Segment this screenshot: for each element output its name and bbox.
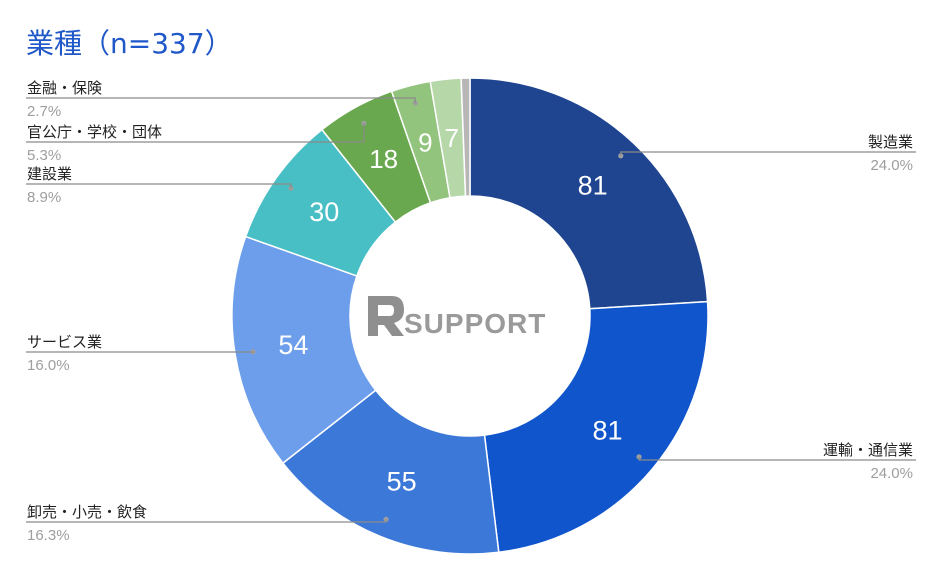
chart-title: 業種（n=337） (26, 27, 233, 60)
slice-value-label: 55 (387, 466, 417, 496)
logo-mark-icon (368, 296, 404, 336)
slice-category-label: 製造業 (868, 133, 913, 151)
slice-category-label: 運輸・通信業 (823, 441, 913, 459)
slice-category-label: サービス業 (27, 333, 102, 351)
slice-percent-label: 24.0% (870, 465, 913, 482)
leader-line (26, 519, 387, 523)
slice-percent-label: 5.3% (27, 147, 61, 164)
donut-slice (231, 235, 377, 465)
leader-line (26, 97, 416, 103)
logo-wordmark: SUPPORT (404, 308, 546, 339)
rsupport-logo: SUPPORT (368, 296, 546, 339)
slice-value-label: 54 (278, 330, 308, 360)
slice-value-label: 7 (444, 123, 458, 153)
slice-value-label: 9 (418, 128, 432, 158)
donut-slice (460, 77, 471, 197)
slice-percent-label: 8.9% (27, 189, 61, 206)
slice-value-label: 81 (593, 416, 623, 446)
slice-category-label: 金融・保険 (27, 79, 102, 97)
slice-value-label: 18 (369, 144, 398, 174)
slice-category-label: 卸売・小売・飲食 (27, 503, 147, 521)
donut-slice (469, 77, 709, 310)
leader-line (26, 123, 365, 143)
leader-line (620, 151, 916, 156)
slice-percent-label: 2.7% (27, 103, 61, 120)
slice-category-label: 建設業 (27, 165, 72, 183)
donut-slice (483, 300, 709, 554)
slice-percent-label: 16.3% (27, 527, 70, 544)
slice-category-label: 官公庁・学校・団体 (27, 123, 162, 141)
leader-line (26, 183, 292, 189)
slice-percent-label: 16.0% (27, 357, 70, 374)
slice-percent-label: 24.0% (870, 157, 913, 174)
slice-value-label: 30 (309, 197, 339, 227)
leader-line (638, 456, 916, 461)
slice-value-label: 81 (578, 171, 608, 201)
donut-slice (281, 389, 500, 555)
